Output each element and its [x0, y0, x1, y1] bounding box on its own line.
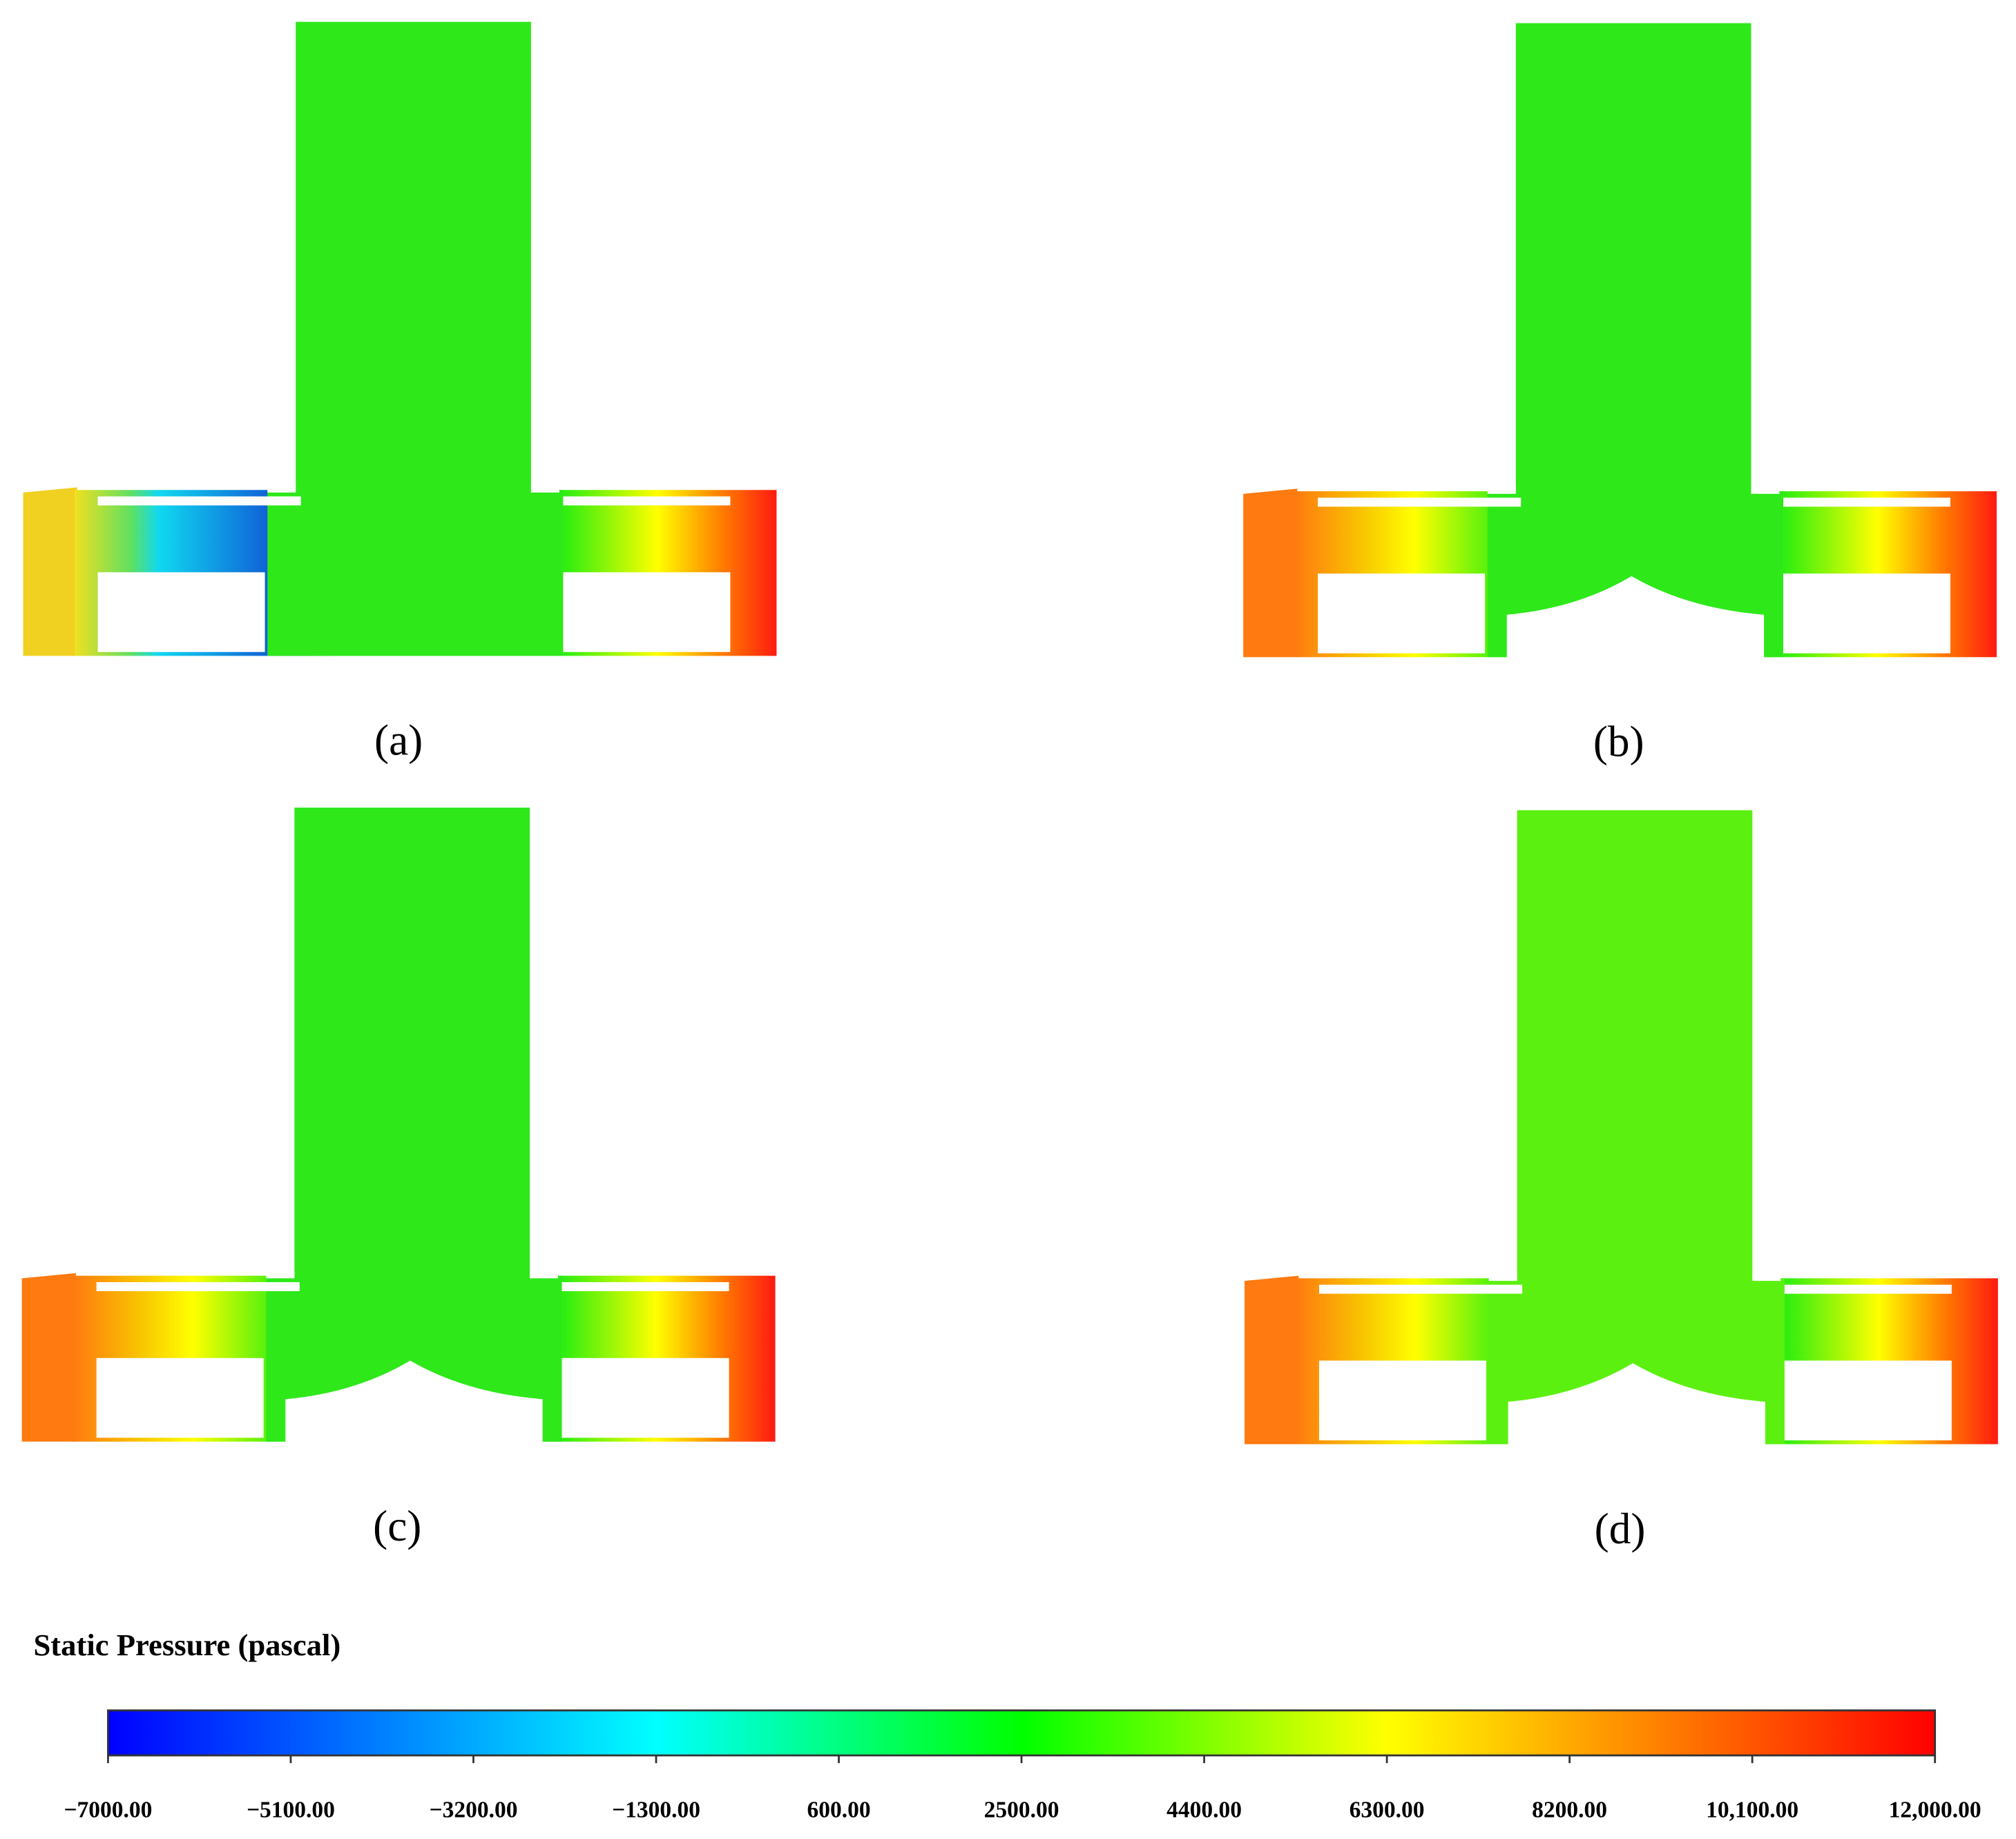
tick-label: 8200.00 — [1532, 1797, 1607, 1822]
tick-label: 2500.00 — [984, 1797, 1059, 1822]
tick-label: 4400.00 — [1167, 1797, 1242, 1822]
chimney — [296, 21, 531, 498]
chimney — [1515, 23, 1751, 499]
hole — [96, 1281, 300, 1291]
tick-label: 10,100.00 — [1706, 1797, 1798, 1822]
tick-label: −1300.00 — [612, 1797, 700, 1822]
hole — [96, 1357, 264, 1438]
notch — [267, 484, 296, 493]
tick-label: 12,000.00 — [1889, 1797, 1981, 1822]
tick-label: 600.00 — [807, 1797, 870, 1822]
hole — [1318, 1284, 1523, 1294]
notch — [1751, 486, 1780, 494]
inlet — [1245, 1275, 1299, 1445]
hole — [1784, 1360, 1952, 1440]
notch — [1752, 1273, 1781, 1281]
panel-label: (d) — [1595, 1505, 1646, 1553]
tick-label: −7000.00 — [64, 1797, 152, 1822]
notch — [1487, 486, 1516, 494]
colorbar — [107, 1709, 1937, 1757]
hole — [561, 1357, 729, 1438]
chimney — [294, 808, 530, 1284]
notch — [266, 1270, 295, 1279]
hole — [1318, 1360, 1486, 1440]
hole — [1318, 573, 1486, 654]
tick-label: 6300.00 — [1350, 1797, 1425, 1822]
inlet — [23, 487, 77, 656]
hole — [1783, 497, 1951, 507]
inlet — [21, 1273, 76, 1442]
hole — [563, 572, 731, 652]
hole — [97, 496, 301, 506]
inlet — [1243, 488, 1298, 658]
tick-label: −3200.00 — [429, 1797, 517, 1822]
hole — [1783, 573, 1951, 654]
panel-label: (a) — [374, 716, 423, 765]
hole — [563, 496, 731, 506]
cavity — [285, 1360, 543, 1446]
cavity — [1506, 575, 1765, 661]
tick-label: −5100.00 — [247, 1797, 335, 1822]
chimney — [1517, 810, 1753, 1286]
hole — [1784, 1284, 1952, 1294]
cavity — [1508, 1363, 1765, 1449]
notch — [1488, 1273, 1517, 1281]
center — [267, 490, 564, 656]
notch — [530, 1270, 558, 1279]
panel-label: (b) — [1593, 718, 1644, 766]
colorbar-title: Static Pressure (pascal) — [33, 1628, 340, 1662]
hole — [97, 572, 265, 652]
hole — [561, 1281, 729, 1291]
panel-label: (c) — [373, 1502, 421, 1550]
notch — [530, 484, 559, 493]
hole — [1318, 497, 1521, 507]
